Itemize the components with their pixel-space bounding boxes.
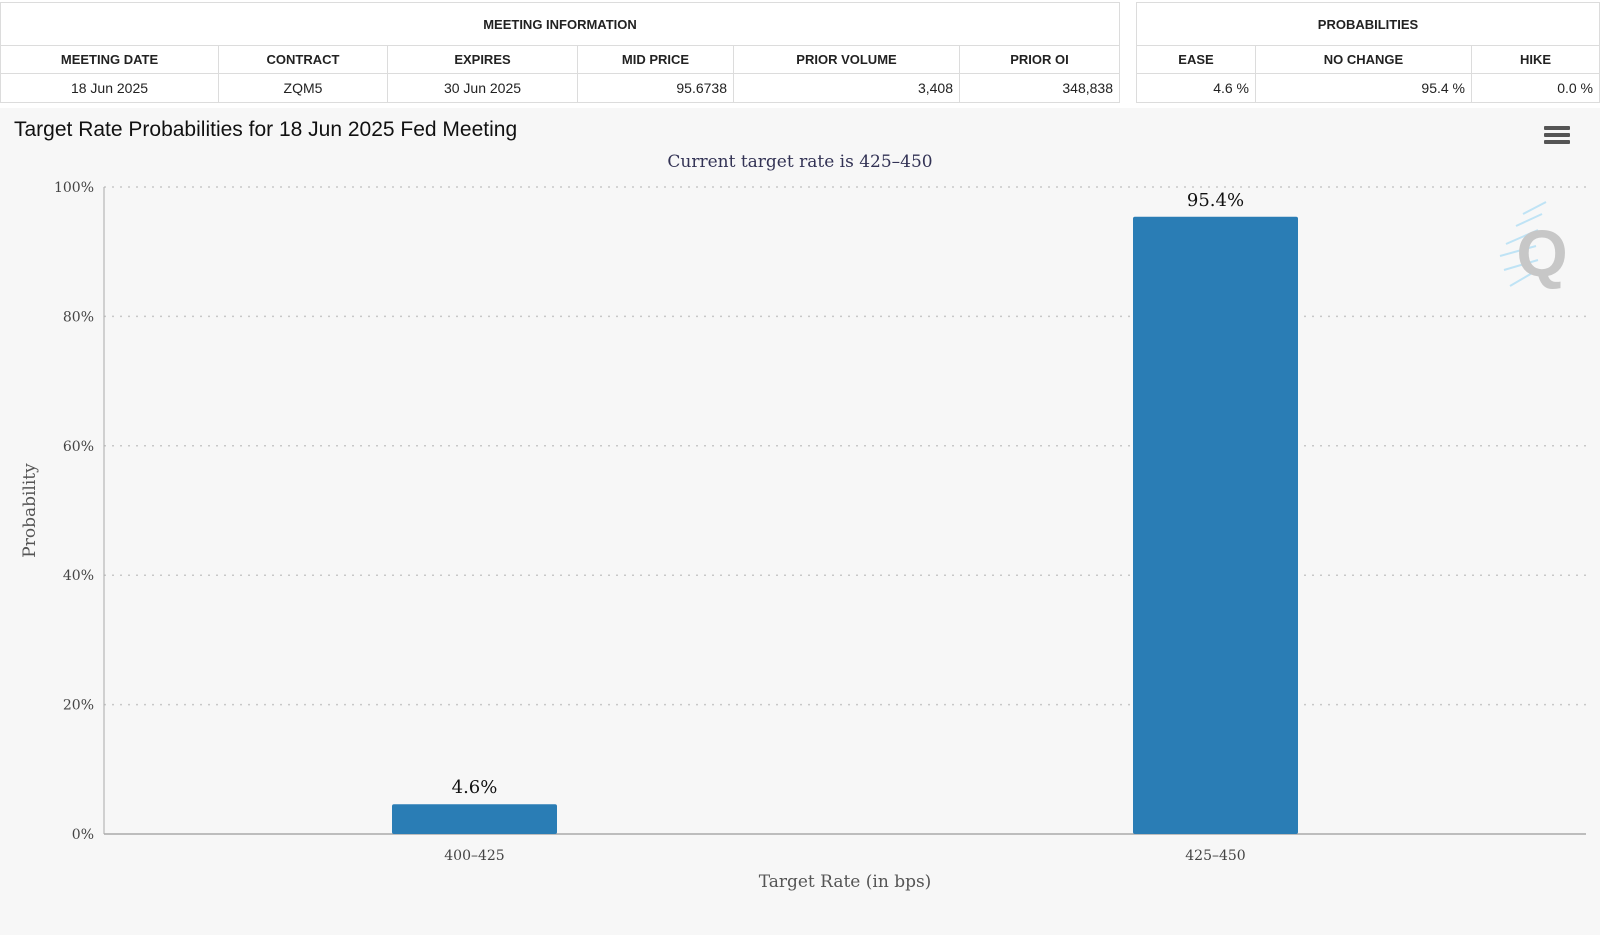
target-rate-chart: 0% 20% 40% 60% 80% 100% 4.6% 400–425 95.4% 425–45… [0, 108, 1600, 935]
meeting-information-header: MEETING INFORMATION [0, 2, 1120, 46]
col-prior-oi: PRIOR OI [959, 45, 1120, 74]
table-row: 18 Jun 2025 ZQM5 30 Jun 2025 95.6738 3,4… [0, 73, 1120, 103]
col-hike: HIKE [1471, 45, 1600, 74]
bar [1133, 216, 1298, 835]
meeting-information-table: MEETING INFORMATION MEETING DATE CONTRAC… [0, 2, 1120, 103]
meeting-date-cell: 18 Jun 2025 [0, 73, 219, 103]
col-ease: EASE [1136, 45, 1256, 74]
x-axis-title: Target Rate (in bps) [759, 872, 932, 892]
y-tick-label: 100% [54, 180, 94, 196]
col-mid-price: MID PRICE [577, 45, 734, 74]
quikstrike-logo-icon: Q [1499, 201, 1568, 290]
data-label: 95.4% [1187, 190, 1244, 211]
col-prior-volume: PRIOR VOLUME [733, 45, 960, 74]
col-no-change: NO CHANGE [1255, 45, 1472, 74]
y-tick-label: 60% [63, 439, 94, 455]
col-contract: CONTRACT [218, 45, 388, 74]
ease-cell: 4.6 % [1136, 73, 1256, 103]
x-tick-label: 425–450 [1185, 848, 1245, 864]
prior-volume-cell: 3,408 [733, 73, 960, 103]
col-expires: EXPIRES [387, 45, 578, 74]
x-tick-label: 400–425 [444, 848, 504, 864]
data-label: 4.6% [452, 777, 498, 798]
bar [392, 804, 557, 834]
chart-plot: 0% 20% 40% 60% 80% 100% 4.6% 400–425 95.4% 425–45… [20, 180, 1586, 892]
y-tick-label: 20% [63, 698, 94, 714]
chart-subtitle: Current target rate is 425–450 [667, 152, 933, 172]
y-tick-label: 80% [63, 309, 94, 325]
svg-text:Q: Q [1516, 216, 1567, 290]
prior-oi-cell: 348,838 [959, 73, 1120, 103]
probabilities-table: PROBABILITIES EASE NO CHANGE HIKE 4.6 % … [1136, 2, 1600, 103]
mid-price-cell: 95.6738 [577, 73, 734, 103]
probabilities-header: PROBABILITIES [1136, 2, 1600, 46]
expires-cell: 30 Jun 2025 [387, 73, 578, 103]
chart-title: Target Rate Probabilities for 18 Jun 202… [14, 118, 518, 141]
y-tick-label: 40% [63, 568, 94, 584]
y-axis-title: Probability [20, 463, 40, 558]
contract-cell: ZQM5 [218, 73, 388, 103]
col-meeting-date: MEETING DATE [0, 45, 219, 74]
table-row: 4.6 % 95.4 % 0.0 % [1136, 73, 1600, 103]
hike-cell: 0.0 % [1471, 73, 1600, 103]
y-tick-label: 0% [72, 827, 94, 843]
no-change-cell: 95.4 % [1255, 73, 1472, 103]
hamburger-menu-icon[interactable] [1544, 126, 1570, 148]
